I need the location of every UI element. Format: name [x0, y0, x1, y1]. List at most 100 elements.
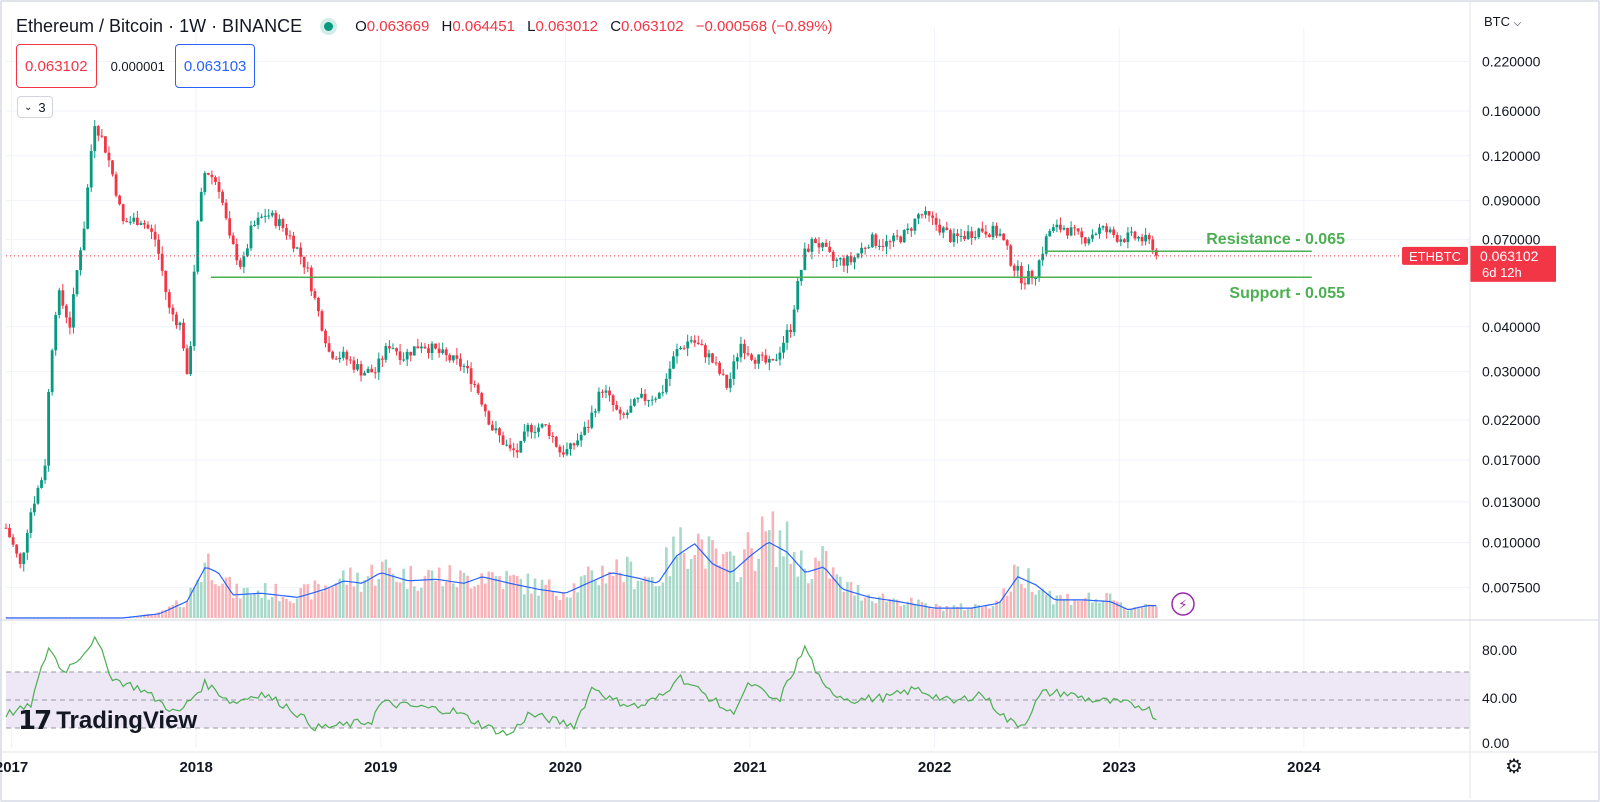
volume-bar	[697, 533, 700, 618]
symbol-title[interactable]: Ethereum / Bitcoin · 1W · BINANCE	[16, 15, 303, 36]
candle-body	[966, 231, 970, 240]
candle-body	[636, 397, 640, 400]
volume-bar	[1055, 595, 1059, 618]
volume-bar	[1066, 593, 1069, 618]
candle-body	[952, 233, 956, 242]
candle-body	[885, 241, 888, 247]
volume-bar	[863, 597, 867, 618]
volume-bar	[373, 585, 377, 618]
volume-bar	[657, 585, 661, 618]
volume-bar	[750, 548, 753, 618]
buy-button[interactable]: 0.063103	[174, 44, 256, 88]
candle-body	[143, 223, 146, 225]
candle-body	[476, 384, 480, 394]
candle-body	[395, 348, 398, 352]
candle-body	[455, 355, 459, 359]
volume-bar	[668, 576, 672, 618]
candle-body	[799, 269, 803, 282]
tradingview-logo[interactable]: 17 TradingView	[18, 706, 197, 736]
candle-body	[760, 354, 764, 356]
time-tick-label: 2019	[364, 759, 397, 776]
candle-body	[877, 245, 881, 247]
volume-bar	[920, 601, 924, 618]
candle-body	[522, 431, 526, 441]
volume-bar	[895, 599, 899, 618]
candle-body	[434, 343, 437, 349]
rsi-tick-label: 0.00	[1482, 735, 1509, 751]
candle-body	[892, 235, 895, 242]
volume-bar	[182, 607, 185, 618]
candle-body	[821, 242, 824, 248]
candle-body	[327, 343, 331, 352]
volume-bar	[356, 572, 359, 618]
candle-body	[775, 359, 778, 361]
volume-bar	[1108, 593, 1112, 618]
candle-body	[1101, 226, 1105, 228]
volume-bar	[501, 588, 505, 618]
candle-body	[1051, 227, 1055, 231]
volume-bar	[650, 576, 654, 618]
volume-bar	[753, 570, 757, 618]
volume-bar	[1091, 602, 1094, 618]
candle-body	[288, 235, 292, 237]
volume-bar	[945, 606, 949, 618]
candle-body	[96, 126, 100, 136]
candle-body	[959, 235, 963, 237]
candle-body	[348, 359, 352, 361]
candle-body	[1122, 239, 1126, 243]
candle-body	[111, 160, 114, 175]
volume-bar	[1083, 598, 1087, 618]
bar-countdown: 6d 12h	[1482, 265, 1522, 280]
volume-bar	[888, 599, 892, 618]
currency-dropdown[interactable]: BTC ⌵	[1484, 14, 1521, 29]
candle-body	[253, 224, 256, 226]
candle-body	[409, 351, 413, 356]
candle-body	[533, 431, 537, 433]
candle-body	[196, 221, 200, 272]
volume-bar	[430, 570, 434, 618]
last-price-value: 0.063102	[1480, 248, 1539, 264]
volume-bar	[292, 603, 295, 618]
candle-body	[1073, 227, 1077, 229]
volume-bar	[860, 600, 863, 618]
candle-body	[753, 359, 757, 364]
candle-body	[948, 230, 952, 242]
volume-bar	[586, 566, 590, 618]
candle-body	[732, 361, 736, 379]
volume-bar	[622, 582, 626, 618]
volume-bar	[178, 606, 182, 618]
volume-bar	[391, 573, 395, 618]
volume-bar	[579, 576, 583, 618]
candle-body	[601, 391, 604, 393]
candle-body	[171, 307, 175, 315]
candle-body	[938, 224, 942, 233]
candle-body	[302, 256, 306, 268]
volume-bar	[760, 516, 764, 618]
volume-bar	[618, 572, 622, 618]
volume-bar	[1137, 608, 1140, 618]
volume-bar	[736, 581, 739, 618]
candle-body	[846, 256, 849, 266]
volume-bar	[611, 575, 615, 618]
volume-bar	[913, 604, 917, 618]
volume-bar	[132, 616, 136, 618]
volume-bar	[498, 576, 501, 618]
indicators-toggle-button[interactable]: ⌄ 3	[17, 96, 53, 118]
volume-bar	[381, 561, 384, 618]
market-status-icon[interactable]	[324, 21, 334, 31]
rsi-pane	[5, 635, 1470, 736]
candle-body	[118, 195, 122, 205]
volume-bar	[792, 552, 796, 618]
volume-bar	[168, 606, 171, 618]
volume-bar	[1119, 602, 1123, 618]
volume-bar	[661, 582, 665, 618]
candle-body	[778, 352, 782, 360]
candle-body	[814, 239, 817, 244]
volume-bar	[572, 583, 576, 618]
volume-bar	[341, 570, 345, 618]
volume-bar	[583, 575, 586, 618]
gear-icon[interactable]: ⚙	[1505, 756, 1523, 778]
sell-button[interactable]: 0.063102	[16, 44, 97, 88]
